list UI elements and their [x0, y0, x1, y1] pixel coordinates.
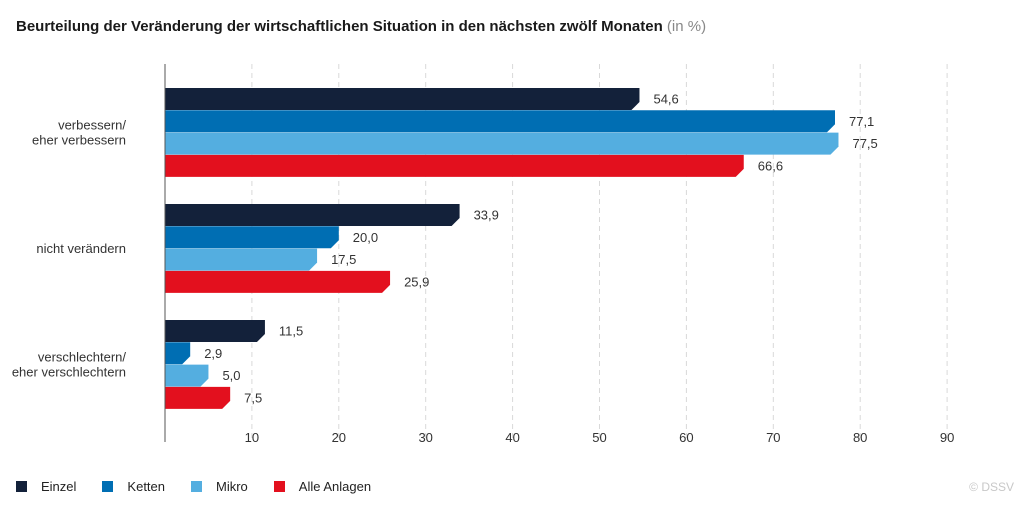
- legend-label: Mikro: [216, 479, 248, 494]
- category-label: verbessern/: [58, 118, 126, 133]
- category-label: eher verbessern: [32, 133, 126, 148]
- legend: Einzel Ketten Mikro Alle Anlagen: [16, 479, 397, 494]
- data-label: 33,9: [474, 208, 499, 223]
- chart-title: Beurteilung der Veränderung der wirtscha…: [16, 18, 706, 35]
- category-label: verschlechtern/: [38, 350, 127, 365]
- legend-label: Ketten: [127, 479, 166, 494]
- legend-item: Mikro: [191, 479, 248, 494]
- data-label: 17,5: [331, 252, 356, 267]
- data-label: 25,9: [404, 274, 429, 289]
- category-label: nicht verändern: [36, 241, 126, 256]
- legend-item: Alle Anlagen: [273, 479, 372, 494]
- x-tick-label: 50: [592, 430, 606, 445]
- bar-chart: 54,677,177,566,633,920,017,525,911,52,95…: [12, 64, 954, 445]
- bar-einzel: [165, 320, 265, 342]
- x-tick-label: 60: [679, 430, 693, 445]
- bar-mikro: [165, 132, 839, 155]
- legend-swatch: [16, 481, 27, 492]
- data-label: 77,1: [849, 114, 874, 129]
- bar-mikro: [165, 248, 318, 271]
- legend-swatch: [102, 481, 114, 492]
- data-label: 7,5: [244, 390, 262, 405]
- legend-item: Einzel: [16, 479, 76, 494]
- title-text: Beurteilung der Veränderung der wirtscha…: [16, 18, 663, 35]
- legend-swatch: [273, 481, 285, 492]
- data-label: 20,0: [353, 230, 378, 245]
- bar-ketten: [165, 342, 191, 365]
- data-label: 2,9: [204, 346, 222, 361]
- x-tick-label: 40: [505, 430, 519, 445]
- legend-label: Einzel: [41, 479, 77, 494]
- data-label: 5,0: [222, 368, 240, 383]
- legend-label: Alle Anlagen: [298, 479, 372, 494]
- credit: © DSSV: [969, 480, 1014, 494]
- bar-ketten: [165, 226, 339, 249]
- legend-swatch: [191, 481, 203, 492]
- x-tick-label: 70: [766, 430, 780, 445]
- data-label: 66,6: [758, 158, 783, 173]
- title-unit: (in %): [666, 18, 707, 35]
- x-tick-label: 10: [245, 430, 259, 445]
- bar-einzel: [165, 204, 460, 226]
- x-tick-label: 30: [418, 430, 432, 445]
- data-label: 77,5: [852, 136, 877, 151]
- category-label: eher verschlechtern: [12, 365, 126, 380]
- x-tick-label: 80: [853, 430, 867, 445]
- data-label: 11,5: [279, 324, 303, 339]
- legend-item: Ketten: [102, 479, 165, 494]
- x-tick-label: 90: [940, 430, 954, 445]
- bar-einzel: [165, 88, 640, 110]
- bar-alle-anlagen: [165, 270, 391, 293]
- bar-alle-anlagen: [165, 386, 231, 409]
- bar-ketten: [165, 110, 835, 133]
- data-label: 54,6: [653, 92, 678, 107]
- bar-mikro: [165, 364, 209, 387]
- x-tick-label: 20: [332, 430, 346, 445]
- bar-alle-anlagen: [165, 154, 744, 177]
